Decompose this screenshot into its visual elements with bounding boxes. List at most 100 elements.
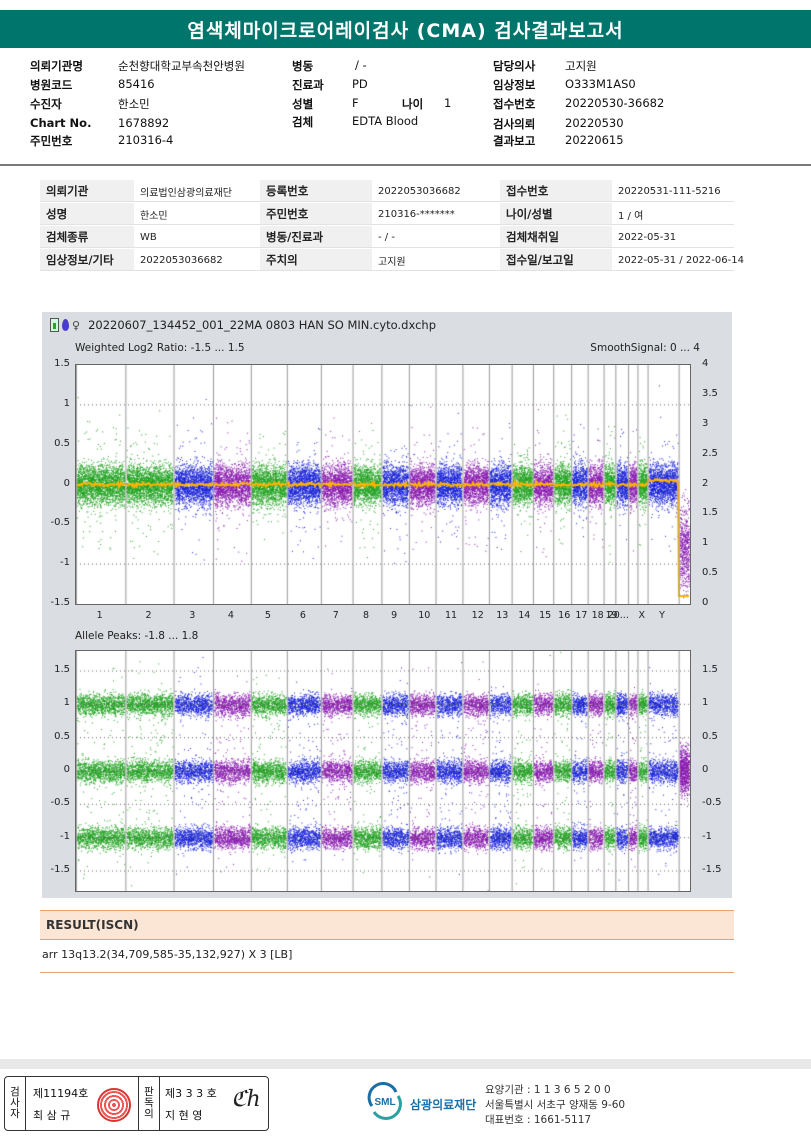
plot-filename: 20220607_134452_001_22MA 0803 HAN SO MIN… [88,318,436,332]
header-key: 주민번호 [30,134,73,148]
info-value: 2022053036682 [140,254,223,266]
info-value: 의료법인삼광의료재단 [140,187,232,199]
chromosome-label: 1 [96,610,103,621]
header-key: 임상정보 [493,78,536,92]
info-value: 한소민 [140,210,168,222]
smooth-signal-tick-label: 2 [702,477,709,489]
header-value: 85416 [118,77,155,91]
allele-tick-label: 0.5 [54,730,70,742]
chromosome-label: 17 [575,610,588,621]
result-divider [40,972,734,973]
chromosome-label: Y [659,610,665,621]
chromosome-label: 16 [558,610,571,621]
info-label: 검체종류 [40,226,134,248]
header-key: 결과보고 [493,134,536,148]
allele-tick-label: -1.5 [50,864,70,875]
info-row: 의뢰기관 의료법인삼광의료재단 등록번호 2022053036682 접수번호 20220… [40,180,734,202]
header-key: 검사의뢰 [493,117,536,131]
allele-right-tick-label: -0.5 [702,797,722,809]
log2-ratio-label: Weighted Log2 Ratio: -1.5 ... 1.5 [75,342,245,354]
log2-ratio-chart [75,364,691,605]
result-iscn: arr 13q13.2(34,709,585-35,132,927) X 3 [… [42,948,293,961]
smooth-signal-tick-label: 0 [702,597,709,608]
ratio-tick-label: -0.5 [50,517,70,529]
info-label: 주민번호 [260,203,372,225]
header-key: 진료과 [292,78,324,92]
address-line: 서울특별시 서초구 양재동 9-60 [485,1099,626,1111]
header-key: 접수번호 [493,97,536,111]
smooth-signal-tick-label: 1 [702,537,709,549]
allele-right-tick-label: -1 [702,830,712,842]
foundation-name: 삼광의료재단 [410,1098,477,1112]
allele-right-tick-label: 0 [702,764,709,775]
header-value: 한소민 [118,97,150,111]
header-key: 나이 [402,97,424,111]
examiner-seal [97,1088,131,1122]
header-value: PD [352,77,368,91]
header-value: 20220530 [565,116,624,130]
header-key: Chart No. [30,116,92,130]
chromosome-label: 8 [362,610,370,621]
header-value: F [352,96,359,110]
chromosome-label: 12 [471,610,484,621]
chromosome-label: 4 [227,610,234,621]
female-icon: ♀ [72,318,81,332]
allele-right-tick-label: -1.5 [702,864,722,875]
header-value: 고지원 [565,59,597,73]
sml-logo-icon: SML [367,1082,402,1120]
info-label: 성명 [40,203,134,225]
allele-peaks-label: Allele Peaks: -1.8 ... 1.8 [75,630,199,642]
plot-file-title: ♀ 20220607_134452_001_22MA 0803 HAN SO M… [50,316,436,334]
chromosome-label: 2 [145,610,152,621]
header-value: 1 [444,96,452,110]
reader-name: 지 현 영 [165,1109,203,1122]
header-key: 성별 [292,97,314,111]
info-value: WB [140,231,157,243]
chromosome-label: 3 [189,610,196,621]
examiner-license: 제11194호 [33,1087,89,1100]
reader-license: 제3 3 3 호 [165,1087,217,1100]
chromosome-label: 14 [518,610,531,621]
header-key: 수진자 [30,97,62,111]
chromosome-label: 5 [264,610,271,621]
allele-peaks-chart [75,650,691,892]
info-label: 등록번호 [260,180,372,202]
chromosome-label: 7 [332,610,339,621]
info-label: 임상정보/기타 [40,249,134,271]
info-value: 20220531-111-5216 [618,185,721,197]
header-value: 20220530-36682 [565,96,665,110]
cma-plot-panel: ♀ 20220607_134452_001_22MA 0803 HAN SO M… [42,312,732,898]
header-value: O333M1AS0 [565,77,636,91]
examiner-name: 최 삼 규 [33,1109,71,1122]
smooth-signal-tick-label: 3 [702,417,709,429]
chromosome-label: 10 [418,610,431,621]
allele-right-tick-label: 1 [702,697,709,709]
header-divider [0,164,811,166]
header-value: 1678892 [118,116,170,130]
header-key: 의뢰기관명 [30,59,83,73]
info-value: 2022-05-31 / 2022-06-14 [618,254,744,266]
info-label: 검체채취일 [500,226,612,248]
allele-tick-label: 1 [63,697,70,709]
chromosome-label: 6 [299,610,306,621]
allele-tick-label: -0.5 [50,797,70,809]
chromosome-label: 9 [391,610,398,621]
info-value: 2022-05-31 [618,231,677,243]
ratio-tick-label: -1 [60,557,70,569]
info-value: - / - [378,231,395,243]
smooth-signal-tick-label: 2.5 [702,447,718,459]
footer-divider [0,1059,811,1069]
header-key: 병동 [292,59,314,73]
institution-code: 요양기관 : 1 1 3 6 5 2 0 0 [485,1084,611,1096]
sample-drop-icon [62,319,69,331]
smooth-signal-tick-label: 3.5 [702,387,718,399]
log2-ratio-scatter [76,365,690,604]
info-label: 나이/성별 [500,203,612,225]
ratio-tick-label: -1.5 [50,597,70,608]
smooth-signal-label: SmoothSignal: 0 ... 4 [590,342,700,354]
info-row: 검체종류 WB 병동/진료과 - / - 검체채취일 2022-05-31 [40,226,734,248]
report-title: 염색체마이크로어레이검사 (CMA) 검사결과보고서 [0,10,811,48]
allele-tick-label: 0 [63,764,70,775]
